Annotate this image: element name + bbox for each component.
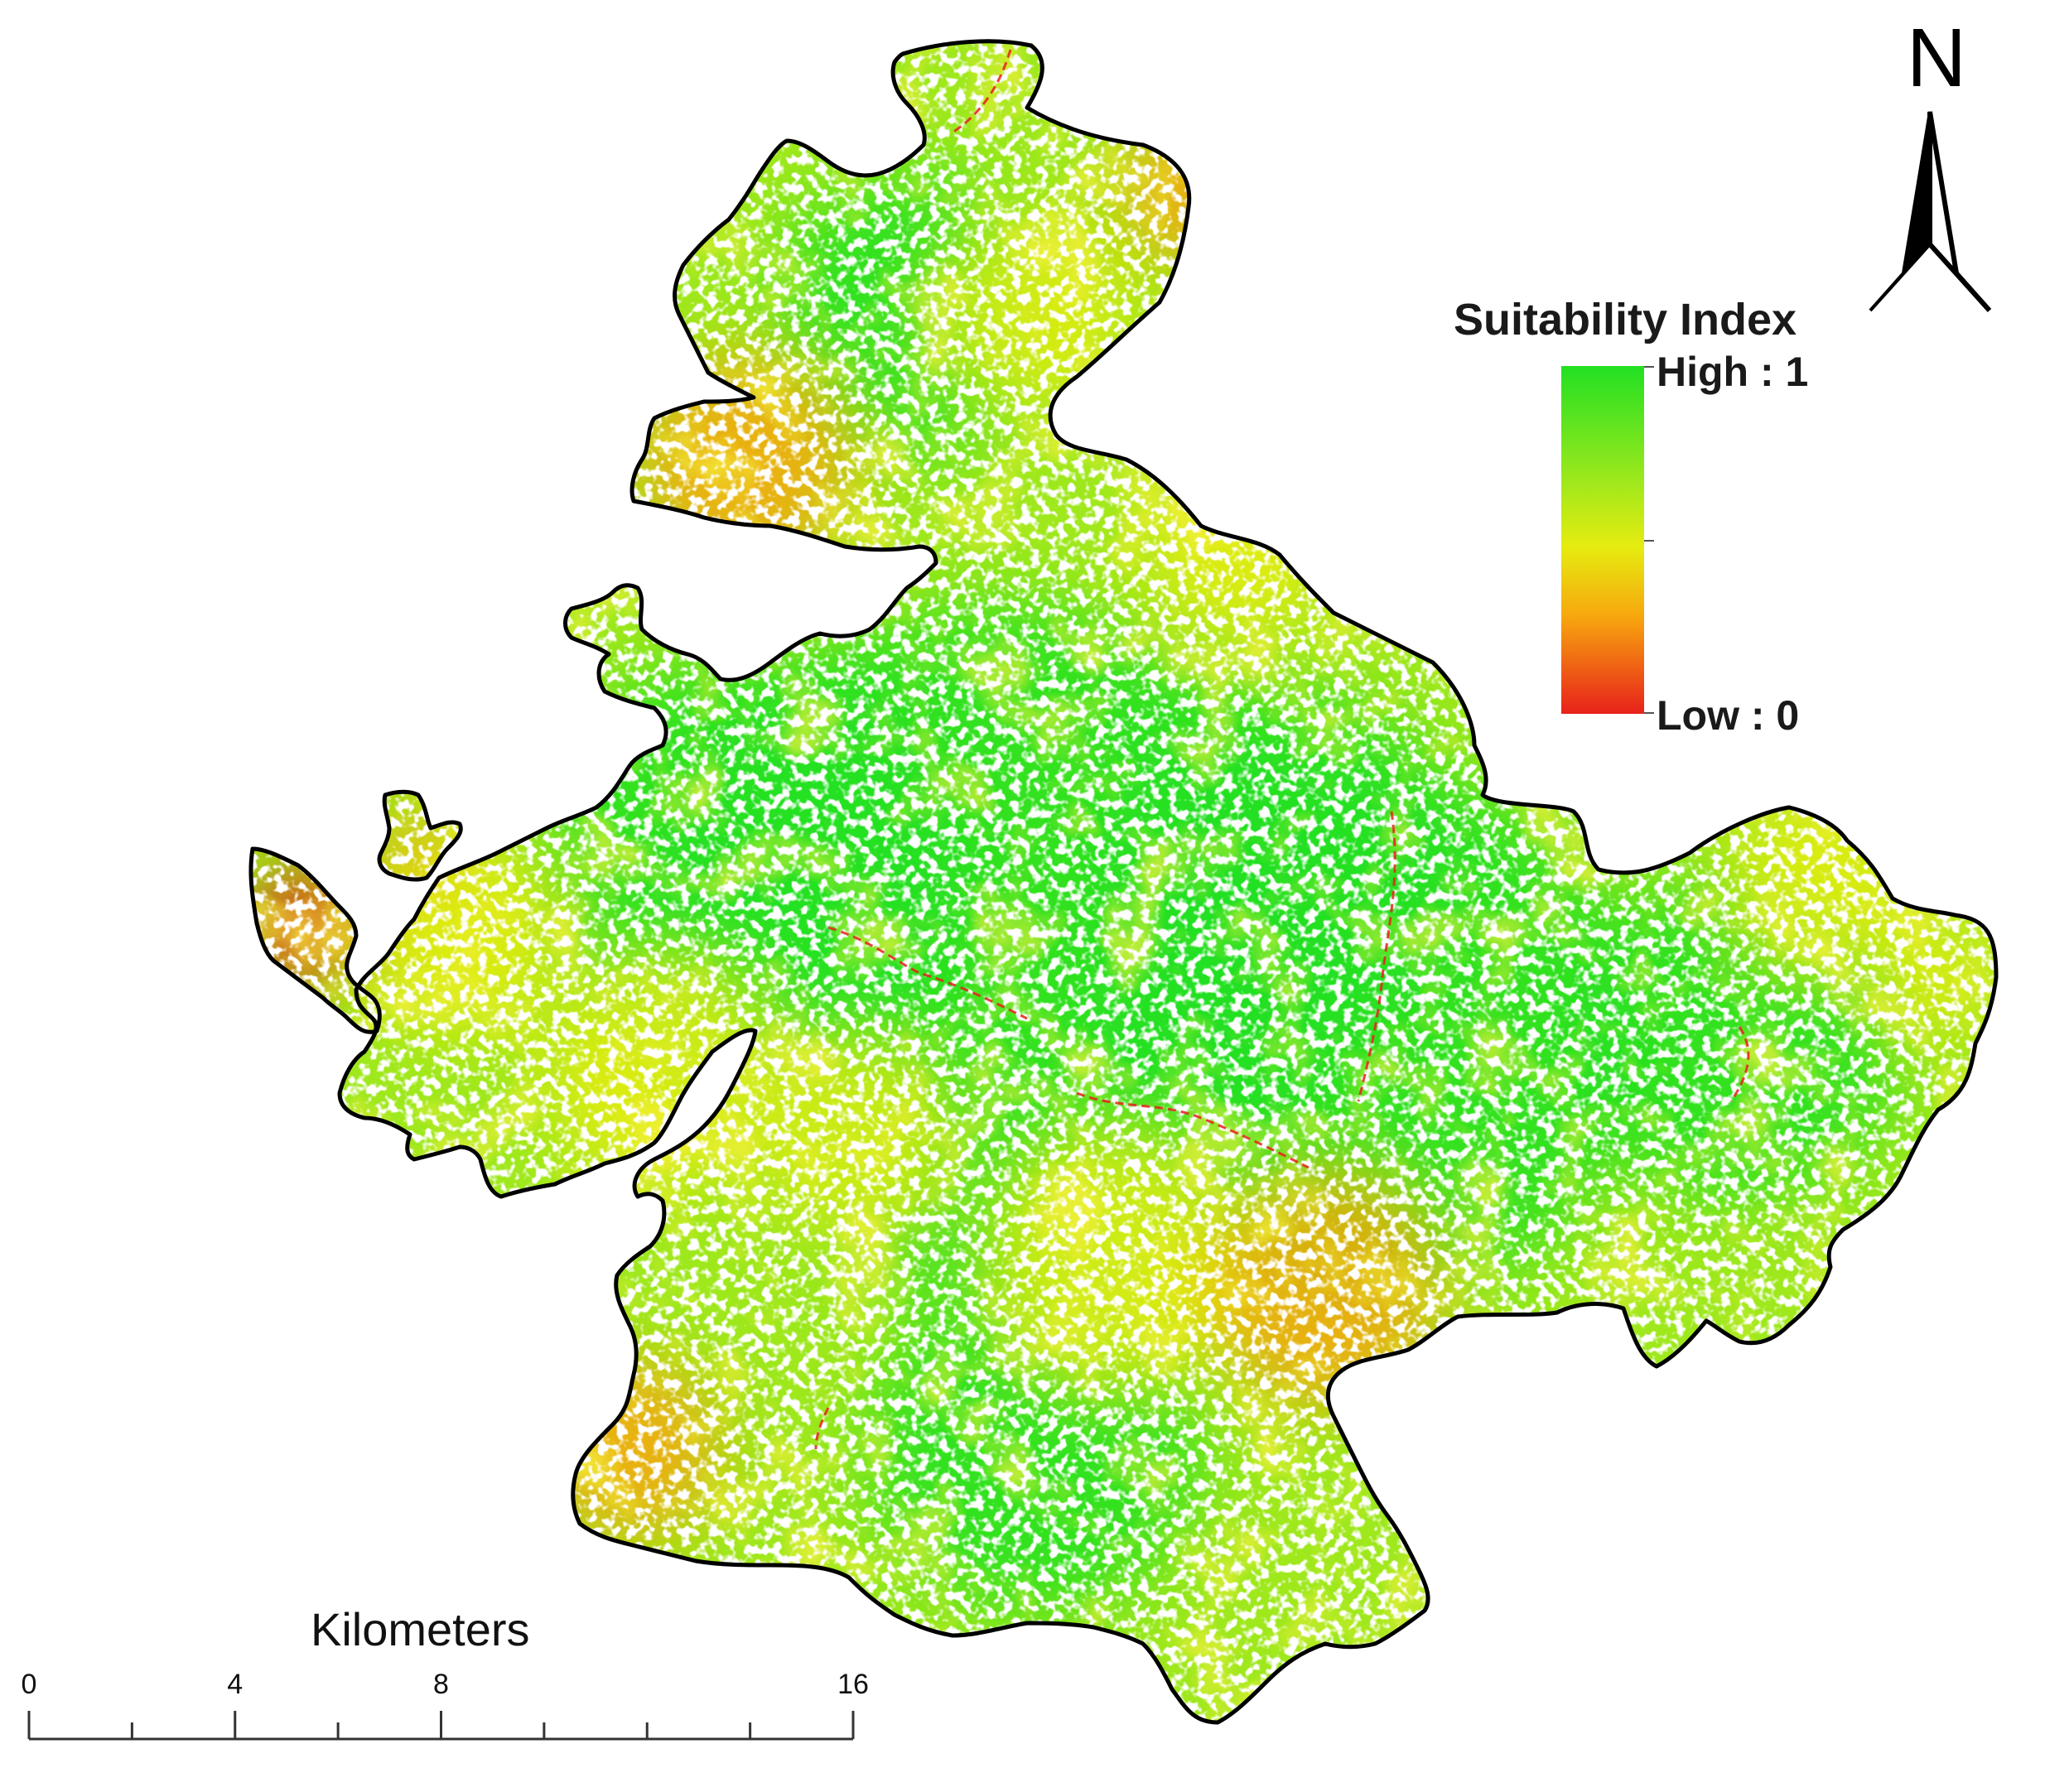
stream-line [1076,1091,1309,1169]
region-boundary [248,39,1999,1725]
legend-color-ramp [1561,366,1644,714]
legend-low-label: Low : 0 [1657,692,1800,739]
stream-line [1729,1026,1750,1102]
scale-bar [27,1711,855,1741]
stream-line [814,1407,830,1450]
scale-tick-label: 16 [837,1669,869,1700]
legend-tick-bottom [1644,712,1654,714]
legend-high-label: High : 1 [1657,349,1809,395]
scale-tick-label: 8 [433,1669,449,1700]
north-arrow-icon [1869,111,1992,313]
low-suitability-streams [814,49,1750,1450]
scale-tick-label: 4 [227,1669,244,1700]
legend-tick-mid [1644,540,1654,542]
stream-line [952,49,1012,134]
legend-tick-top [1644,366,1654,368]
scale-unit-label: Kilometers [311,1603,530,1655]
legend-title: Suitability Index [1454,295,1797,344]
scale-tick-label: 0 [21,1669,37,1700]
stream-line [1357,811,1396,1102]
north-label: N [1906,12,1967,104]
